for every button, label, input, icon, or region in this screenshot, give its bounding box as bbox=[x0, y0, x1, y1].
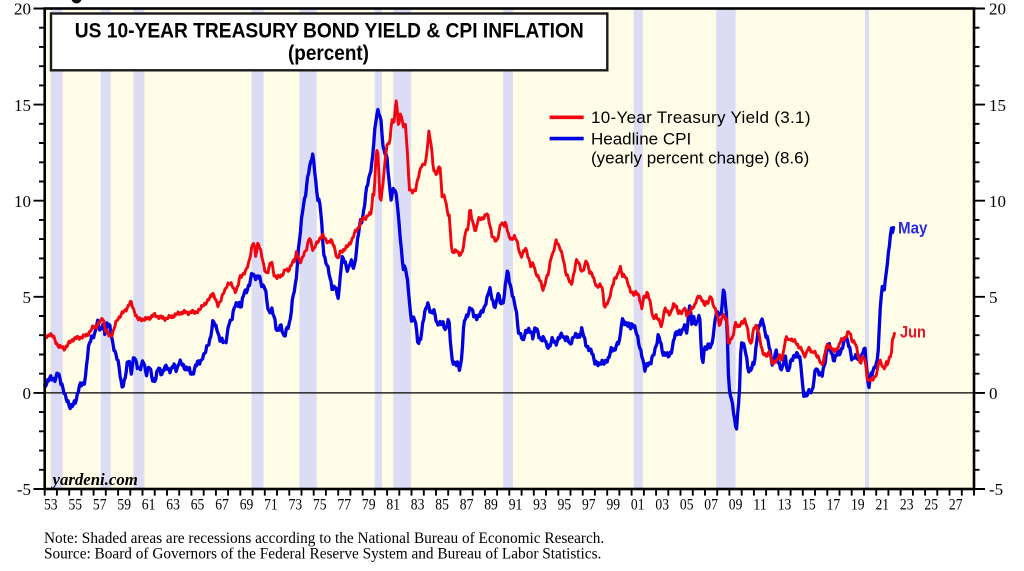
svg-text:55: 55 bbox=[69, 496, 83, 513]
svg-text:Source: Board of Governors of: Source: Board of Governors of the Federa… bbox=[44, 546, 601, 563]
svg-text:13: 13 bbox=[778, 496, 792, 513]
svg-text:93: 93 bbox=[533, 496, 547, 513]
svg-text:85: 85 bbox=[435, 496, 449, 513]
svg-text:19: 19 bbox=[851, 496, 865, 513]
svg-text:95: 95 bbox=[558, 496, 572, 513]
svg-text:Headline CPI: Headline CPI bbox=[591, 130, 691, 149]
svg-text:87: 87 bbox=[460, 496, 474, 513]
svg-text:89: 89 bbox=[484, 496, 498, 513]
svg-text:May: May bbox=[898, 219, 928, 238]
svg-text:71: 71 bbox=[264, 496, 278, 513]
svg-text:03: 03 bbox=[655, 496, 669, 513]
svg-text:15: 15 bbox=[802, 496, 816, 513]
svg-text:25: 25 bbox=[924, 496, 938, 513]
svg-text:81: 81 bbox=[386, 496, 400, 513]
svg-text:57: 57 bbox=[93, 496, 107, 513]
svg-text:97: 97 bbox=[582, 496, 596, 513]
svg-text:23: 23 bbox=[900, 496, 914, 513]
svg-text:-5: -5 bbox=[17, 480, 31, 499]
svg-text:69: 69 bbox=[240, 496, 254, 513]
svg-text:05: 05 bbox=[680, 496, 694, 513]
svg-text:20: 20 bbox=[14, 0, 31, 19]
svg-text:0: 0 bbox=[23, 384, 32, 403]
svg-text:US 10-YEAR TREASURY BOND YIELD: US 10-YEAR TREASURY BOND YIELD & CPI INF… bbox=[75, 20, 584, 43]
svg-text:75: 75 bbox=[313, 496, 327, 513]
svg-text:91: 91 bbox=[509, 496, 523, 513]
svg-text:15: 15 bbox=[14, 96, 31, 115]
svg-text:79: 79 bbox=[362, 496, 376, 513]
svg-text:73: 73 bbox=[289, 496, 303, 513]
svg-text:77: 77 bbox=[338, 496, 352, 513]
svg-text:67: 67 bbox=[215, 496, 229, 513]
svg-text:61: 61 bbox=[142, 496, 156, 513]
svg-text:15: 15 bbox=[989, 96, 1006, 115]
svg-text:0: 0 bbox=[989, 384, 998, 403]
svg-text:10: 10 bbox=[14, 192, 31, 211]
svg-text:5: 5 bbox=[989, 288, 998, 307]
svg-text:10: 10 bbox=[989, 192, 1006, 211]
svg-text:59: 59 bbox=[117, 496, 131, 513]
svg-text:(percent): (percent) bbox=[288, 42, 369, 65]
svg-text:17: 17 bbox=[827, 496, 841, 513]
svg-text:65: 65 bbox=[191, 496, 205, 513]
svg-text:-5: -5 bbox=[989, 480, 1003, 499]
svg-text:(yearly percent change) (8.6): (yearly percent change) (8.6) bbox=[591, 149, 809, 168]
svg-text:27: 27 bbox=[949, 496, 963, 513]
svg-text:20: 20 bbox=[989, 0, 1006, 19]
svg-text:11: 11 bbox=[753, 496, 767, 513]
svg-text:Jun: Jun bbox=[900, 323, 926, 342]
svg-text:Note: Shaded areas are recessi: Note: Shaded areas are recessions accord… bbox=[44, 530, 604, 547]
svg-text:09: 09 bbox=[729, 496, 743, 513]
svg-text:99: 99 bbox=[607, 496, 621, 513]
svg-text:07: 07 bbox=[704, 496, 718, 513]
svg-text:83: 83 bbox=[411, 496, 425, 513]
svg-text:yardeni.com: yardeni.com bbox=[51, 470, 138, 489]
svg-text:53: 53 bbox=[44, 496, 58, 513]
svg-text:01: 01 bbox=[631, 496, 645, 513]
svg-text:21: 21 bbox=[876, 496, 890, 513]
svg-text:5: 5 bbox=[23, 288, 32, 307]
svg-text:63: 63 bbox=[166, 496, 180, 513]
svg-text:10-Year Treasury Yield (3.1): 10-Year Treasury Yield (3.1) bbox=[591, 108, 811, 127]
